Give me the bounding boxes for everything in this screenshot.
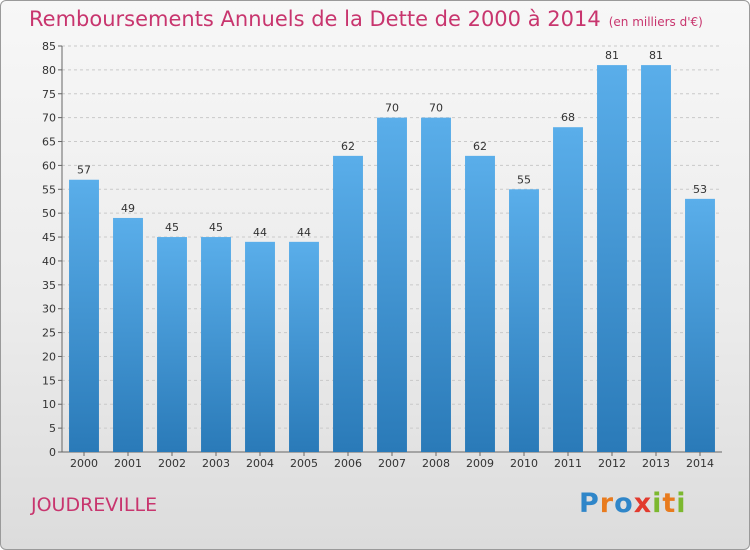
logo-letter: t	[662, 488, 677, 519]
y-tick-label: 15	[42, 374, 56, 387]
y-tick-label: 0	[49, 446, 56, 459]
y-tick-label: 75	[42, 88, 56, 101]
y-tick-label: 35	[42, 279, 56, 292]
chart-title: Remboursements Annuels de la Dette de 20…	[29, 7, 703, 31]
x-tick-label-2011: 2011	[554, 457, 582, 470]
x-tick-label-2008: 2008	[422, 457, 450, 470]
bar-2004	[245, 241, 275, 452]
y-tick-label: 40	[42, 255, 56, 268]
bar-2007	[377, 117, 407, 452]
data-label-2012: 81	[605, 49, 619, 62]
x-tick-label-2014: 2014	[686, 457, 714, 470]
bar-2010	[509, 189, 539, 452]
proxiti-logo: Proxiti	[579, 488, 687, 519]
x-tick-label-2006: 2006	[334, 457, 362, 470]
x-tick-label-2000: 2000	[70, 457, 98, 470]
y-tick-label: 70	[42, 112, 56, 125]
y-tick-label: 65	[42, 136, 56, 149]
y-tick-label: 25	[42, 327, 56, 340]
bar-2012	[597, 65, 627, 452]
bar-2014	[685, 198, 715, 452]
labels: 0 5 10 15 20 25 30 35 40 45 50 55 60 65 70 75 80 85 57 2000…	[42, 40, 714, 470]
x-tick-label-2005: 2005	[290, 457, 318, 470]
y-tick-label: 50	[42, 207, 56, 220]
x-tick-label-2009: 2009	[466, 457, 494, 470]
bar-2008	[421, 117, 451, 452]
data-label-2011: 68	[561, 111, 575, 124]
data-label-2000: 57	[77, 164, 91, 177]
logo-letter: x	[633, 488, 653, 519]
bar-2006	[333, 155, 363, 452]
data-label-2009: 62	[473, 140, 487, 153]
x-tick-label-2002: 2002	[158, 457, 186, 470]
data-label-2002: 45	[165, 221, 179, 234]
data-label-2008: 70	[429, 102, 443, 115]
y-tick-label: 60	[42, 159, 56, 172]
bar-2013	[641, 65, 671, 452]
y-tick-label: 30	[42, 303, 56, 316]
x-tick-label-2001: 2001	[114, 457, 142, 470]
y-tick-label: 5	[49, 422, 56, 435]
bars	[69, 65, 715, 452]
data-label-2003: 45	[209, 221, 223, 234]
data-label-2010: 55	[517, 173, 531, 186]
logo-letter: o	[614, 488, 634, 519]
commune-name: JOUDREVILLE	[31, 494, 158, 516]
logo-letter: P	[579, 488, 600, 519]
logo-letter: i	[652, 488, 663, 519]
y-tick-label: 10	[42, 398, 56, 411]
x-tick-label-2004: 2004	[246, 457, 274, 470]
data-label-2005: 44	[297, 226, 311, 239]
x-tick-label-2003: 2003	[202, 457, 230, 470]
bar-2005	[289, 241, 319, 452]
bar-2011	[553, 127, 583, 452]
x-tick-label-2012: 2012	[598, 457, 626, 470]
bar-2009	[465, 155, 495, 452]
x-tick-label-2007: 2007	[378, 457, 406, 470]
bar-2000	[69, 179, 99, 452]
bar-2001	[113, 217, 143, 452]
y-tick-label: 45	[42, 231, 56, 244]
data-label-2014: 53	[693, 183, 707, 196]
data-label-2007: 70	[385, 102, 399, 115]
bar-2002	[157, 237, 187, 452]
logo-letter: i	[676, 488, 687, 519]
data-label-2013: 81	[649, 49, 663, 62]
data-label-2006: 62	[341, 140, 355, 153]
y-tick-label: 80	[42, 64, 56, 77]
data-label-2004: 44	[253, 226, 267, 239]
bar-2003	[201, 237, 231, 452]
y-tick-label: 20	[42, 350, 56, 363]
logo-letter: r	[599, 488, 615, 519]
data-label-2001: 49	[121, 202, 135, 215]
x-tick-label-2010: 2010	[510, 457, 538, 470]
y-tick-label: 55	[42, 183, 56, 196]
y-tick-label: 85	[42, 40, 56, 53]
x-tick-label-2013: 2013	[642, 457, 670, 470]
chart-subtitle: (en milliers d'€)	[608, 15, 703, 29]
chart-title-text: Remboursements Annuels de la Dette de 20…	[29, 7, 601, 31]
